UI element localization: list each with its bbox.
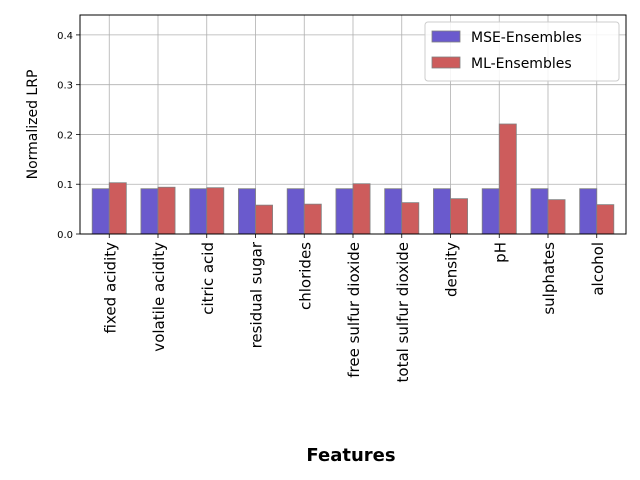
y-tick-label: 0.2 <box>57 130 73 141</box>
bar-mse-total-sulfur-dioxide <box>384 188 403 235</box>
x-tick-label: alcohol <box>589 242 607 296</box>
y-tick-label: 0.4 <box>57 31 73 42</box>
x-tick-label: density <box>443 242 461 297</box>
bar-ml-fixed-acidity <box>108 182 127 235</box>
bar-ml-volatile-acidity <box>157 186 176 235</box>
legend-label: ML-Ensembles <box>471 56 572 72</box>
x-tick-label: pH <box>491 242 509 263</box>
legend-box <box>424 21 620 82</box>
y-tick-label: 0.1 <box>57 180 73 191</box>
bar-mse-density <box>433 188 451 235</box>
bar-ml-residual-sugar <box>255 204 273 235</box>
x-tick-label: residual sugar <box>248 241 266 348</box>
bar-mse-pH <box>481 188 500 235</box>
bar-mse-residual-sugar <box>238 188 256 235</box>
x-tick-label: total sulfur dioxide <box>394 242 412 382</box>
y-axis-title: Normalized LRP <box>25 70 41 180</box>
bar-mse-chlorides <box>286 188 305 235</box>
y-tick-label: 0.3 <box>57 81 73 92</box>
bar-mse-volatile-acidity <box>140 188 159 235</box>
bar-mse-citric-acid <box>189 188 208 235</box>
legend-swatch <box>431 30 461 43</box>
y-tick-label: 0.0 <box>57 230 73 241</box>
x-tick-label: citric acid <box>199 242 217 315</box>
bar-mse-free-sulfur-dioxide <box>335 188 354 235</box>
axis-ticks: 0.0 0.1 0.2 0.3 0.4 fixed acidity volatile aci… <box>57 31 607 383</box>
x-tick-label: fixed acidity <box>101 242 119 334</box>
bars <box>91 123 615 235</box>
bar-ml-pH <box>498 123 517 235</box>
bar-ml-density <box>450 198 468 235</box>
x-tick-label: chlorides <box>296 242 314 310</box>
bar-mse-alcohol <box>579 188 598 235</box>
x-tick-label: free sulfur dioxide <box>345 242 363 378</box>
bar-mse-fixed-acidity <box>91 188 110 235</box>
x-axis-title: Features <box>306 445 395 466</box>
bar-ml-citric-acid <box>206 187 225 235</box>
bar-ml-alcohol <box>596 204 615 235</box>
bar-ml-chlorides <box>303 203 322 235</box>
bar-mse-sulphates <box>530 188 549 235</box>
x-tick-label: sulphates <box>540 242 558 315</box>
bar-ml-total-sulfur-dioxide <box>401 202 420 235</box>
legend: MSE-Ensembles ML-Ensembles <box>424 21 620 82</box>
x-tick-label: volatile acidity <box>150 242 168 352</box>
legend-swatch <box>431 56 461 69</box>
legend-label: MSE-Ensembles <box>471 30 582 46</box>
bar-ml-sulphates <box>547 199 566 235</box>
bar-ml-free-sulfur-dioxide <box>352 183 371 235</box>
